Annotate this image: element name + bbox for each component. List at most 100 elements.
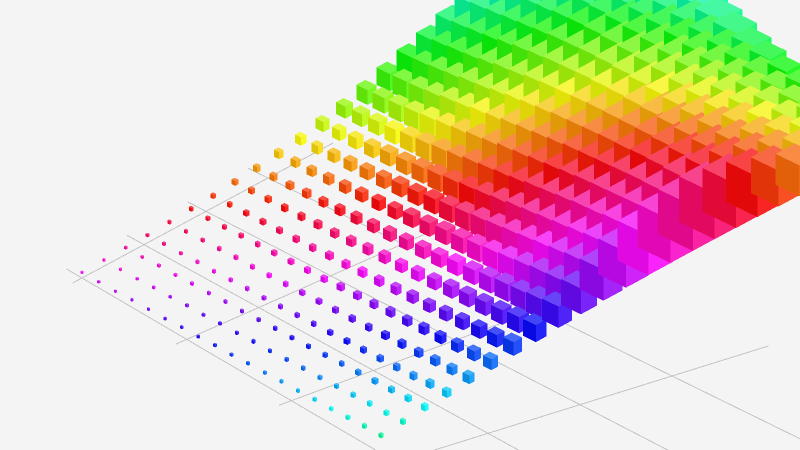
cube-face <box>230 202 233 208</box>
cube-face <box>503 332 523 343</box>
cube-face <box>310 320 317 324</box>
cube-face <box>269 273 272 279</box>
cube-marker <box>271 248 278 257</box>
cube-marker <box>483 351 499 371</box>
cube-marker <box>366 399 373 407</box>
cube-face <box>327 150 335 164</box>
cube-face <box>331 126 340 142</box>
cube-marker <box>246 360 251 366</box>
cube-face <box>331 123 347 131</box>
cube-face <box>254 241 258 248</box>
cube-face <box>439 194 463 207</box>
cube-face <box>200 238 203 243</box>
cube-face <box>265 371 267 375</box>
cube-face <box>289 335 293 341</box>
cube-face <box>374 300 379 310</box>
cube-face <box>223 298 228 302</box>
cube-face <box>269 171 278 176</box>
cube-face <box>419 112 435 140</box>
cube-face <box>197 260 200 265</box>
cube-face <box>371 378 376 385</box>
cube-marker <box>387 200 404 220</box>
cube-face <box>267 349 271 354</box>
cube-face <box>491 304 503 325</box>
cube-face <box>506 305 530 318</box>
cube-marker <box>427 272 443 291</box>
cube-face <box>163 316 167 319</box>
cube-marker <box>360 345 368 354</box>
cube-marker <box>297 211 306 222</box>
cube-face <box>413 292 419 305</box>
grid-line <box>72 142 334 284</box>
cube-face <box>320 375 323 381</box>
cube-face <box>355 369 359 376</box>
cube-face <box>443 169 469 183</box>
cube-face <box>526 292 542 320</box>
cube-face <box>454 206 469 232</box>
cube-face <box>455 311 471 320</box>
cube-marker <box>339 178 352 195</box>
cube-face <box>146 307 151 309</box>
cube-face <box>279 378 284 381</box>
cube-marker <box>419 214 438 237</box>
grid-line <box>126 234 520 450</box>
cube-face <box>154 286 156 290</box>
cube-face <box>238 232 244 235</box>
cube-face <box>441 386 452 392</box>
cube-face <box>782 128 800 147</box>
cube-face <box>750 157 779 207</box>
cube-face <box>239 308 245 311</box>
cube-marker <box>195 259 200 265</box>
cube-marker <box>157 263 161 268</box>
cube-marker <box>329 227 340 239</box>
cube-marker <box>522 313 547 343</box>
cube-marker <box>210 192 216 199</box>
cube-marker <box>249 263 256 270</box>
cube-face <box>415 137 430 162</box>
cube-face <box>713 11 758 34</box>
cube-marker <box>357 265 368 279</box>
cube-face <box>407 236 415 251</box>
cube-face <box>168 295 171 299</box>
cube-face <box>446 362 458 368</box>
cube-face <box>435 356 441 367</box>
cube-marker <box>430 353 441 367</box>
cube-face <box>315 114 330 123</box>
cube-face <box>289 334 295 338</box>
cube-marker <box>459 285 477 308</box>
cube-face <box>241 233 244 239</box>
cube-face <box>113 289 117 291</box>
cube-face <box>401 180 410 198</box>
cube-marker <box>338 359 345 368</box>
cube-face <box>294 131 307 138</box>
cube-marker <box>431 246 449 268</box>
cube-face <box>413 372 418 381</box>
cube-marker <box>345 414 351 421</box>
cube-face <box>327 330 331 337</box>
cube-face <box>522 318 536 343</box>
cube-face <box>789 116 800 127</box>
cube-face <box>312 396 317 399</box>
cube-face <box>435 220 456 231</box>
cube-face <box>304 267 308 275</box>
cube-marker <box>290 155 301 169</box>
cube-face <box>359 165 368 181</box>
cube-face <box>442 278 460 287</box>
cube-face <box>422 300 430 314</box>
cube-marker <box>385 305 396 318</box>
cube-face <box>322 171 335 178</box>
cube-face <box>409 372 414 381</box>
cube-face <box>339 178 352 186</box>
cube-face <box>336 283 342 292</box>
cube-face <box>510 285 525 311</box>
cube-face <box>430 300 436 314</box>
cube-face <box>385 305 396 311</box>
cube-face <box>226 200 233 204</box>
cube-face <box>216 246 220 252</box>
cube-face <box>397 338 407 343</box>
cube-face <box>140 255 143 260</box>
cube-face <box>371 376 379 381</box>
cube-face <box>387 200 404 209</box>
cube-face <box>206 291 209 296</box>
cube-face <box>350 391 356 395</box>
